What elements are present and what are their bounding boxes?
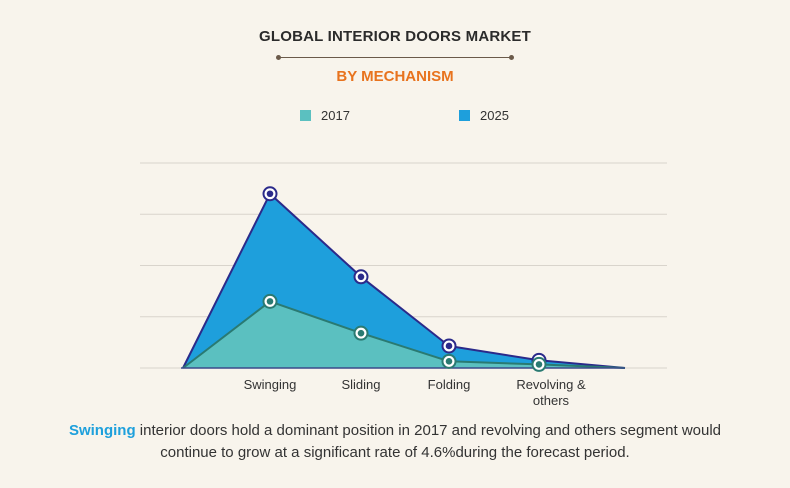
divider-line — [279, 57, 511, 58]
legend-label-2017: 2017 — [321, 107, 350, 123]
x-tick-label: Sliding — [341, 377, 380, 392]
legend-swatch-2025 — [459, 109, 470, 121]
chart-subtitle: BY MECHANISM — [336, 68, 454, 85]
caption-text: interior doors hold a dominant position … — [135, 422, 722, 461]
x-tick-label-line: others — [533, 393, 570, 408]
chart-title: GLOBAL INTERIOR DOORS MARKET — [259, 28, 531, 45]
divider-dot-right — [509, 55, 514, 60]
data-point-core-2017 — [535, 361, 543, 368]
data-point-core-2017 — [266, 298, 274, 305]
chart-caption: Swinging interior doors hold a dominant … — [60, 420, 730, 464]
data-point-core-2025 — [266, 190, 274, 198]
data-point-core-2025 — [445, 342, 453, 350]
x-tick-label: Swinging — [244, 377, 297, 392]
legend-swatch-2017 — [300, 109, 311, 121]
data-point-core-2025 — [357, 273, 365, 281]
data-point-core-2017 — [357, 329, 365, 337]
legend-item-2017: 2017 — [300, 107, 350, 123]
x-tick-label: Revolving & others — [516, 377, 586, 408]
caption-highlight: Swinging — [68, 422, 136, 439]
x-tick-label: Folding — [428, 377, 471, 392]
legend-item-2025: 2025 — [459, 107, 509, 123]
legend-label-2025: 2025 — [480, 107, 509, 123]
data-point-core-2017 — [445, 358, 453, 365]
x-tick-label-line: Revolving & — [516, 377, 586, 392]
series-line-2017 — [182, 300, 626, 369]
series-line-2025 — [182, 192, 626, 369]
series-area-2017 — [183, 301, 625, 368]
title-divider — [276, 53, 514, 63]
divider-dot-left — [276, 55, 281, 60]
